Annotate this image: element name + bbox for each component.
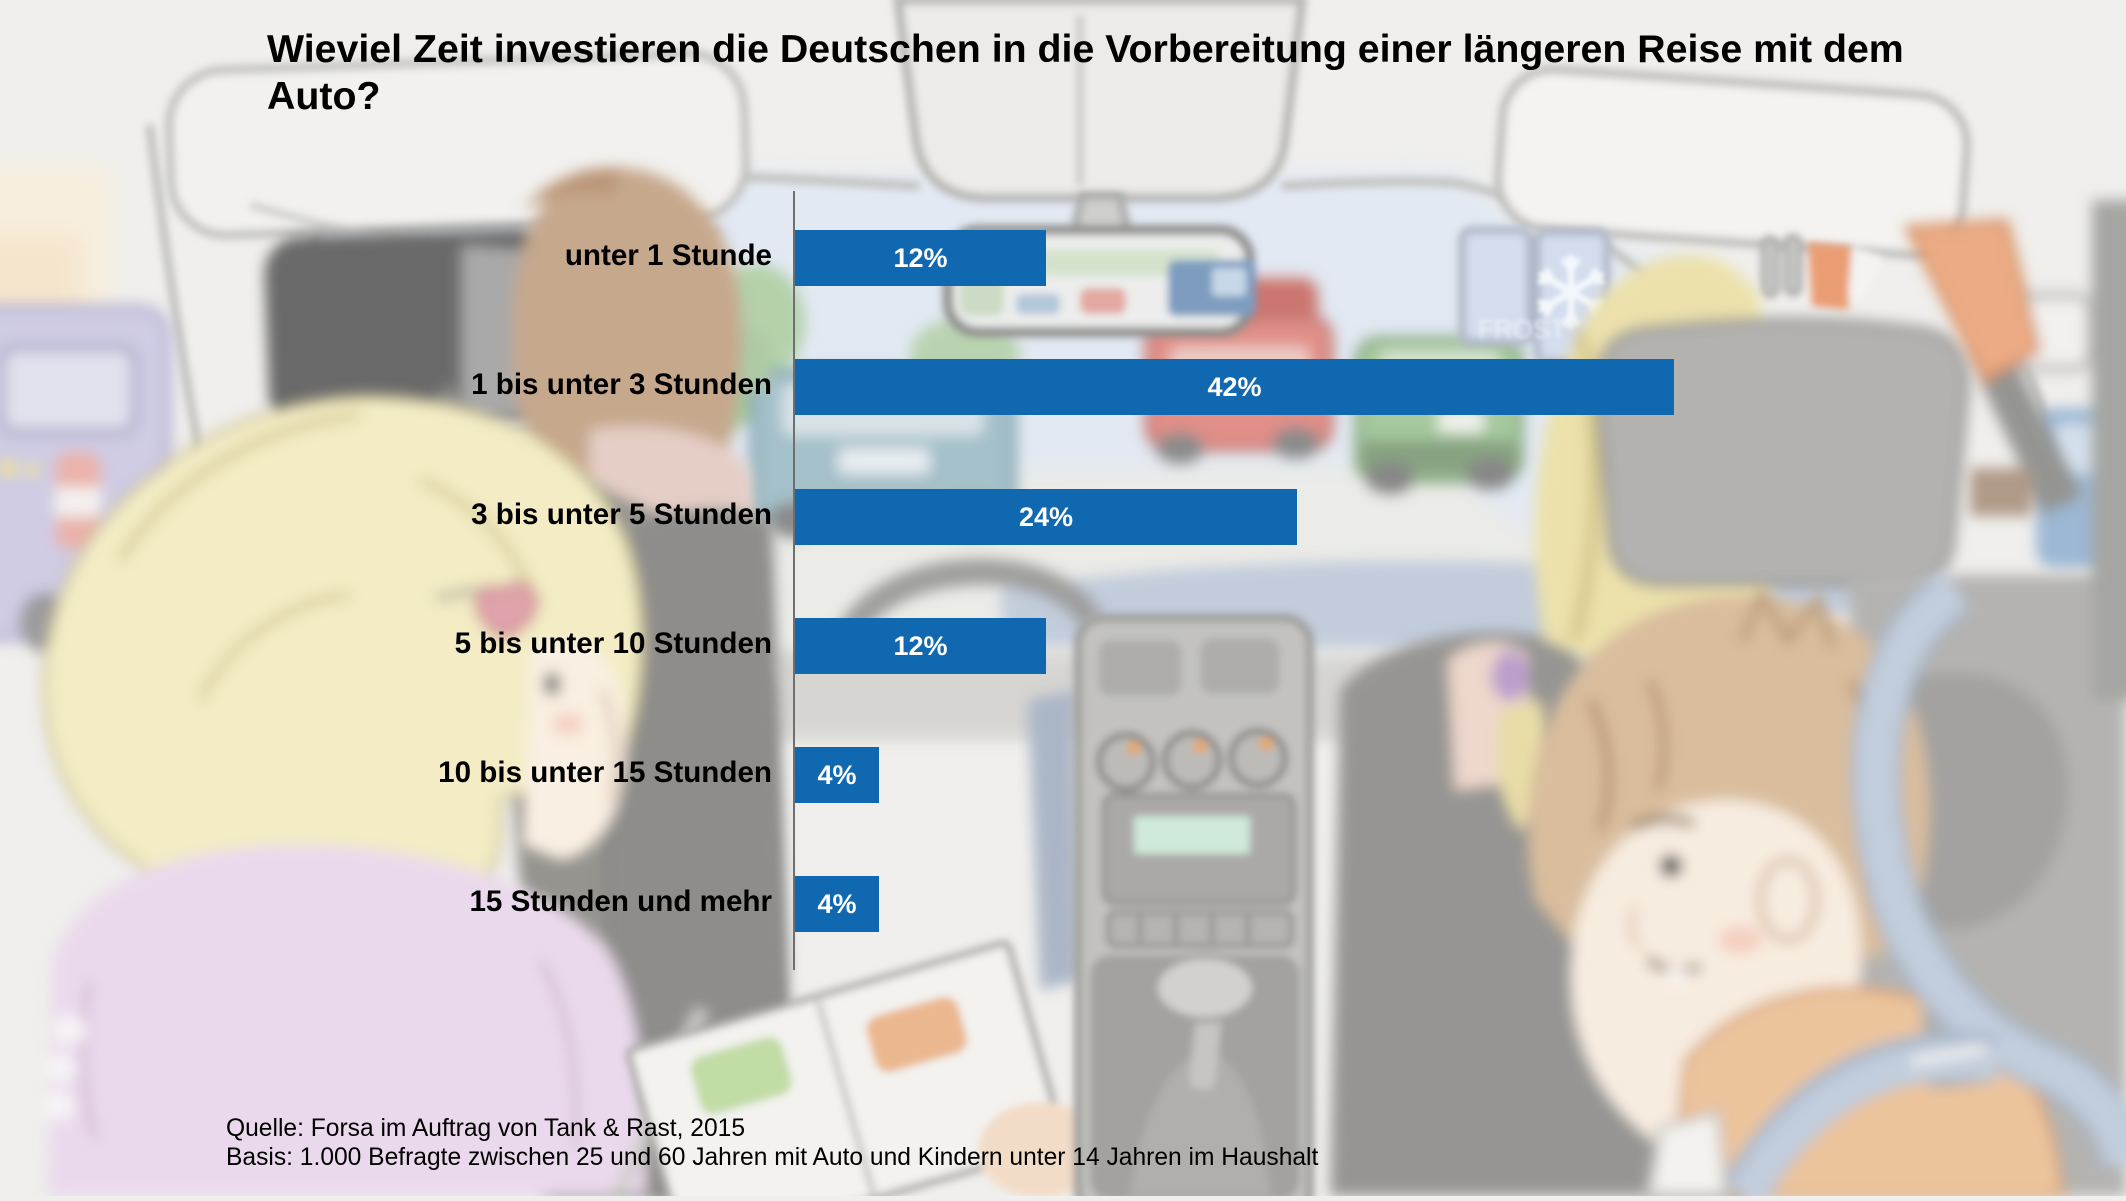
svg-text:FROST: FROST — [1478, 314, 1566, 344]
